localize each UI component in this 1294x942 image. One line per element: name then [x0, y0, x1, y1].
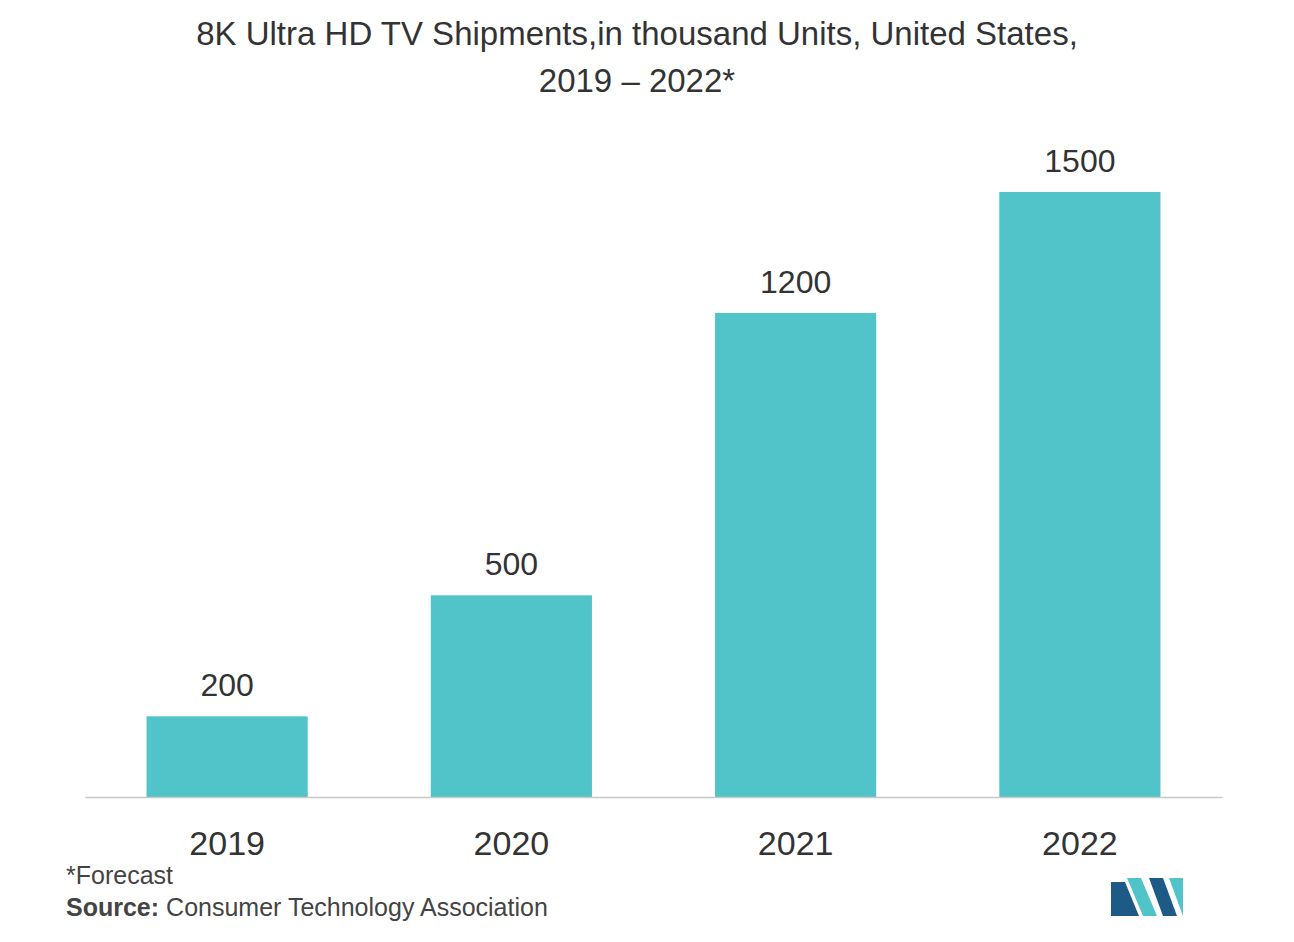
source: Source:Consumer Technology Association: [66, 893, 548, 921]
x-tick: 2019: [189, 797, 265, 862]
x-tick-label: 2022: [1042, 824, 1118, 862]
data-labels: 200 500 1200 1500: [200, 143, 1115, 703]
x-tick: 2022: [1042, 797, 1118, 862]
bar: [431, 595, 592, 797]
x-axis: 2019 2020 2021 2022: [86, 797, 1223, 862]
data-label: 200: [200, 667, 253, 703]
x-tick-label: 2019: [189, 824, 265, 862]
logo: [1111, 878, 1183, 916]
bar: [715, 313, 876, 797]
data-label: 1500: [1044, 143, 1115, 179]
x-tick: 2020: [474, 797, 550, 862]
x-axis-line: [86, 797, 1223, 799]
x-tick-label: 2021: [758, 824, 834, 862]
data-label: 1200: [760, 264, 831, 300]
source-text: Consumer Technology Association: [166, 893, 548, 921]
x-tick-label: 2020: [474, 824, 550, 862]
data-label: 500: [485, 546, 538, 582]
logo-shape: [1169, 878, 1183, 916]
footnote: *Forecast: [66, 861, 173, 889]
bar: [999, 192, 1160, 797]
source-label: Source:: [66, 893, 159, 921]
title: 8K Ultra HD TV Shipments,in thousand Uni…: [196, 15, 1078, 99]
bars: [147, 192, 1161, 797]
x-tick: 2021: [758, 797, 834, 862]
chart: 8K Ultra HD TV Shipments,in thousand Uni…: [0, 0, 1294, 942]
bar: [147, 716, 308, 797]
